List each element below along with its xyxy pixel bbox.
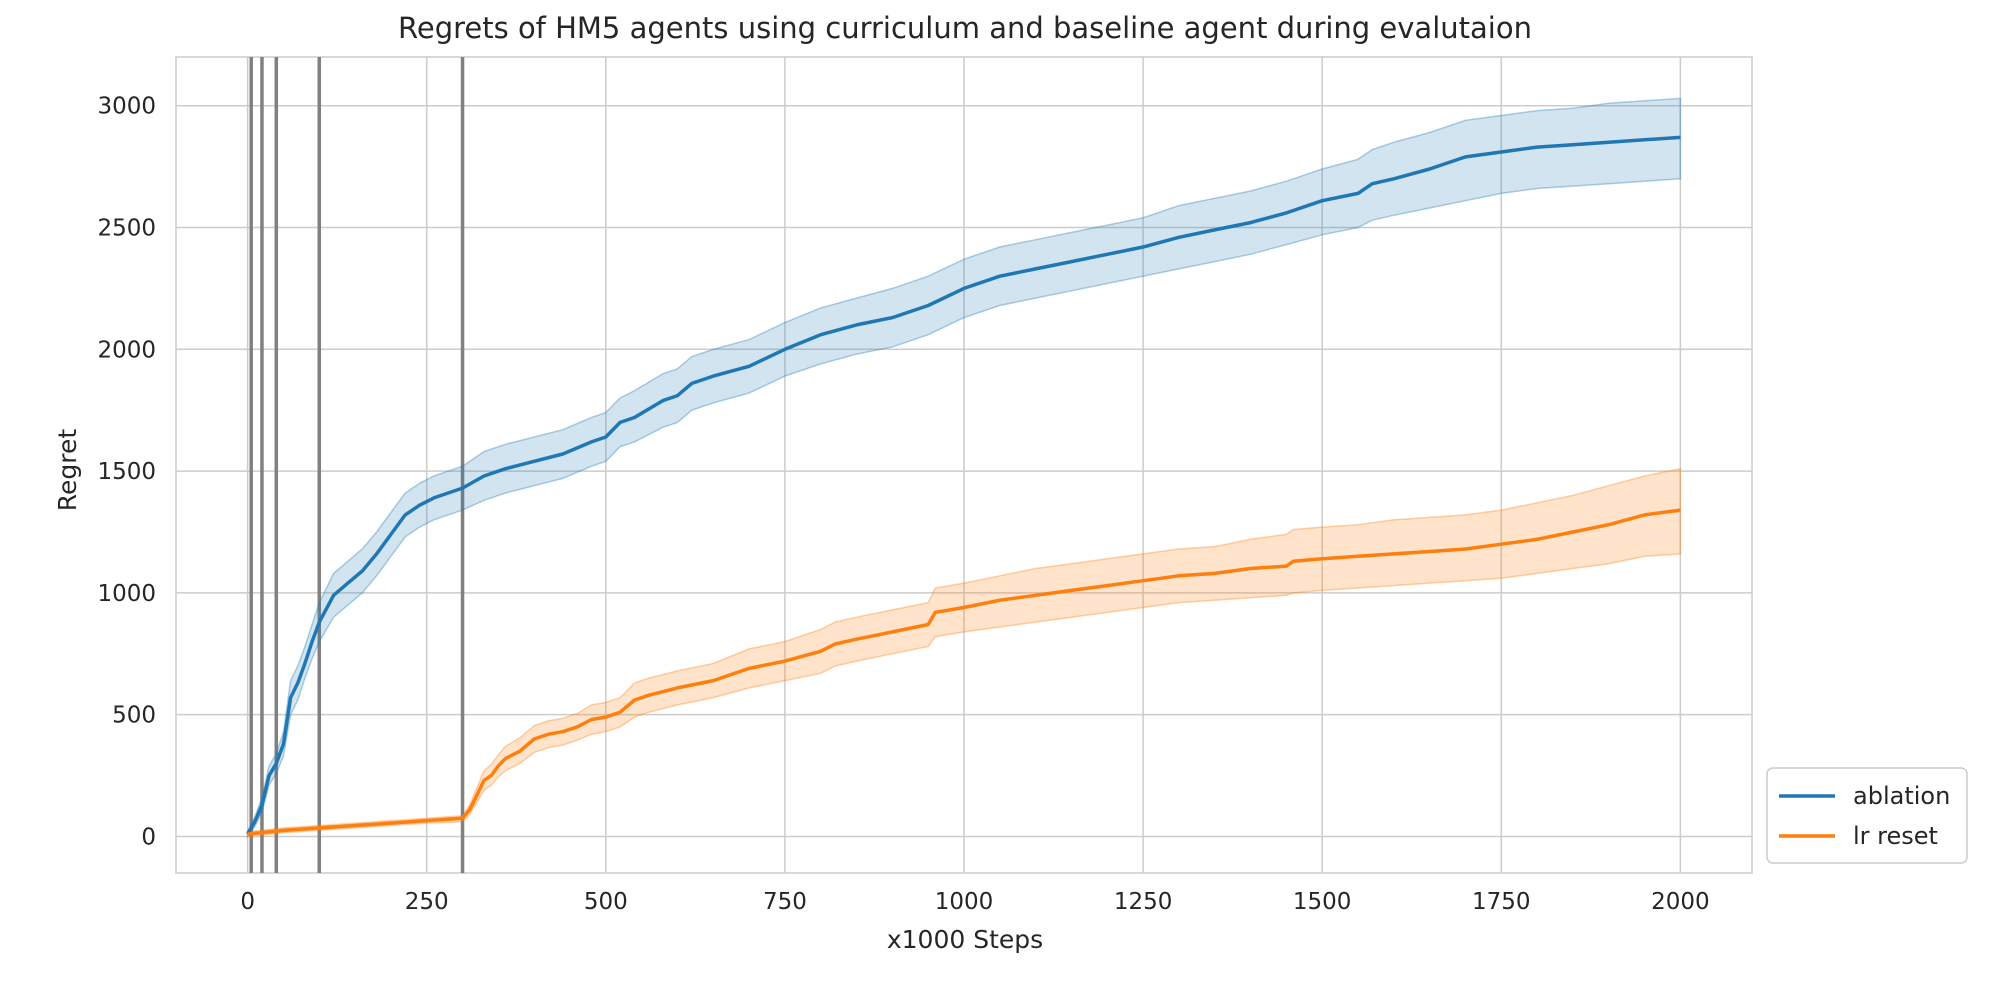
x-tick-label: 2000 xyxy=(1651,889,1710,915)
x-tick-label: 1750 xyxy=(1472,889,1531,915)
chart-title: Regrets of HM5 agents using curriculum a… xyxy=(398,11,1532,45)
x-axis-label: x1000 Steps xyxy=(887,925,1043,954)
x-tick-label: 0 xyxy=(240,889,255,915)
band-ablation xyxy=(246,97,1682,839)
y-tick-label: 3000 xyxy=(97,94,156,120)
series-lines xyxy=(246,135,1681,836)
y-tick-label: 500 xyxy=(112,703,156,729)
legend-label-ablation: ablation xyxy=(1853,782,1950,810)
y-tick-label: 0 xyxy=(141,824,156,850)
x-tick-labels: 0 250 500 750 1000 1250 1500 1750 2000 xyxy=(240,889,1709,915)
line-lr-reset xyxy=(247,508,1681,836)
y-tick-label: 1500 xyxy=(97,459,156,485)
x-tick-label: 500 xyxy=(584,889,628,915)
y-tick-label: 2000 xyxy=(97,337,156,363)
x-tick-label: 1250 xyxy=(1114,889,1173,915)
band-lr-reset xyxy=(246,467,1682,838)
x-tick-label: 1500 xyxy=(1293,889,1352,915)
vertical-markers xyxy=(249,57,465,873)
legend: ablation lr reset xyxy=(1766,767,1968,864)
legend-label-lr-reset: lr reset xyxy=(1853,822,1938,850)
y-tick-label: 1000 xyxy=(97,581,156,607)
confidence-bands xyxy=(246,97,1682,839)
x-tick-label: 1000 xyxy=(935,889,994,915)
y-tick-labels: 0 500 1000 1500 2000 2500 3000 xyxy=(97,94,156,851)
legend-box xyxy=(1766,767,1968,864)
y-axis-label: Regret xyxy=(53,429,82,512)
grid xyxy=(176,57,1752,873)
x-tick-label: 250 xyxy=(405,889,449,915)
x-tick-label: 750 xyxy=(763,889,807,915)
line-ablation xyxy=(246,135,1681,835)
y-tick-label: 2500 xyxy=(97,216,156,242)
